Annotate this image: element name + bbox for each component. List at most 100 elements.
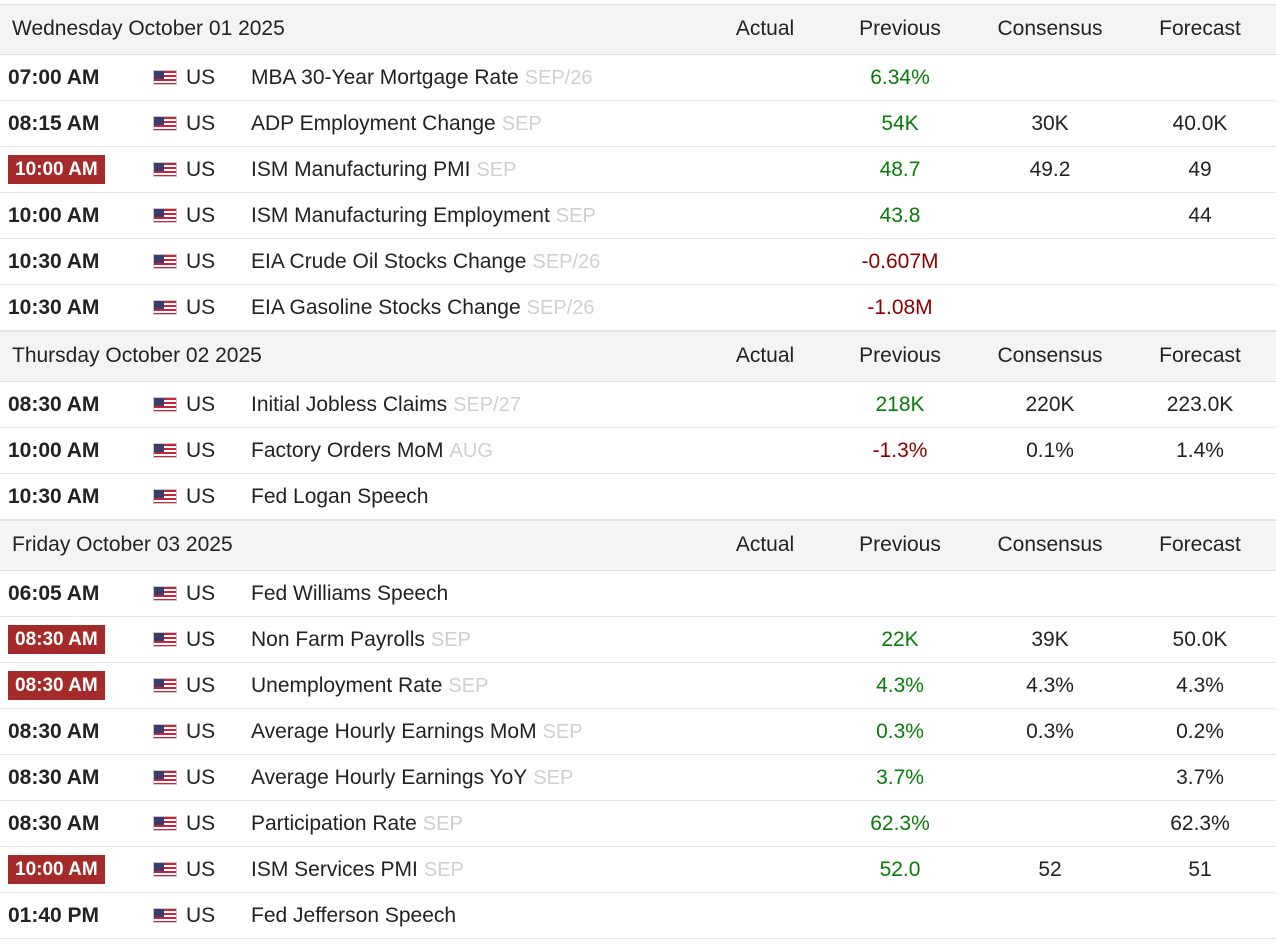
event-title[interactable]: Fed Logan Speech	[251, 485, 429, 508]
event-forecast: 51	[1188, 858, 1212, 881]
event-row[interactable]: 08:30 AM US Average Hourly Earnings MoM S…	[0, 709, 1276, 755]
event-title-link[interactable]: Factory Orders MoM AUG	[251, 428, 493, 473]
event-time: 08:30 AM	[8, 766, 100, 789]
event-row[interactable]: 08:30 AM US Participation Rate SEP 62.3% …	[0, 801, 1276, 847]
column-header-actual[interactable]: Actual	[735, 17, 795, 40]
event-title[interactable]: ADP Employment Change	[251, 112, 496, 135]
column-header-actual[interactable]: Actual	[735, 344, 795, 367]
event-title[interactable]: EIA Crude Oil Stocks Change	[251, 250, 527, 273]
event-reference-period: SEP	[476, 159, 517, 181]
event-title[interactable]: Fed Jefferson Speech	[251, 904, 457, 927]
event-time-high-impact: 08:30 AM	[8, 671, 105, 700]
column-header-actual[interactable]: Actual	[735, 533, 795, 556]
event-title-link[interactable]: Fed Logan Speech	[251, 474, 434, 519]
event-title-link[interactable]: Participation Rate SEP	[251, 801, 463, 846]
day-header: Friday October 03 2025 Actual Previous C…	[0, 520, 1276, 571]
us-flag-icon	[153, 208, 177, 223]
event-forecast: 3.7%	[1176, 766, 1224, 789]
flag-canton	[154, 909, 164, 917]
event-title[interactable]: Initial Jobless Claims	[251, 393, 448, 416]
column-header-previous[interactable]: Previous	[859, 17, 941, 40]
event-title-link[interactable]: Average Hourly Earnings MoM SEP	[251, 709, 583, 754]
event-title[interactable]: Average Hourly Earnings YoY	[251, 766, 528, 789]
event-previous	[830, 571, 970, 616]
event-title-link[interactable]: Non Farm Payrolls SEP	[251, 617, 471, 662]
flag-canton	[154, 301, 164, 309]
event-country: US	[186, 582, 216, 605]
event-title[interactable]: Unemployment Rate	[251, 674, 443, 697]
event-actual	[715, 617, 815, 662]
event-row[interactable]: 08:30 AM US Non Farm Payrolls SEP 22K 39K…	[0, 617, 1276, 663]
event-row[interactable]: 08:30 AM US Initial Jobless Claims SEP/27…	[0, 382, 1276, 428]
event-actual	[715, 193, 815, 238]
event-forecast: 49	[1188, 158, 1212, 181]
event-title[interactable]: ISM Manufacturing Employment	[251, 204, 550, 227]
flag-canton	[154, 771, 164, 779]
event-forecast: 50.0K	[1172, 628, 1228, 651]
column-header-consensus[interactable]: Consensus	[997, 17, 1103, 40]
event-row[interactable]: 07:00 AM US MBA 30-Year Mortgage Rate SEP…	[0, 55, 1276, 101]
event-title-link[interactable]: ISM Services PMI SEP	[251, 847, 464, 892]
column-header-forecast[interactable]: Forecast	[1159, 344, 1241, 367]
event-time: 08:30 AM	[8, 812, 100, 835]
event-title-link[interactable]: Unemployment Rate SEP	[251, 663, 488, 708]
event-title-link[interactable]: MBA 30-Year Mortgage Rate SEP/26	[251, 55, 593, 100]
event-row[interactable]: 10:30 AM US EIA Gasoline Stocks Change SE…	[0, 285, 1276, 331]
column-header-previous[interactable]: Previous	[859, 533, 941, 556]
event-title-link[interactable]: ISM Manufacturing Employment SEP	[251, 193, 596, 238]
event-forecast: 62.3%	[1170, 812, 1230, 835]
event-row[interactable]: 08:30 AM US Average Hourly Earnings YoY S…	[0, 755, 1276, 801]
event-title[interactable]: Average Hourly Earnings MoM	[251, 720, 537, 743]
day-date: Thursday October 02 2025	[12, 344, 262, 367]
event-title-link[interactable]: Average Hourly Earnings YoY SEP	[251, 755, 573, 800]
event-title[interactable]: ISM Manufacturing PMI	[251, 158, 471, 181]
event-row[interactable]: 10:00 AM US Factory Orders MoM AUG -1.3% …	[0, 428, 1276, 474]
event-title[interactable]: Fed Williams Speech	[251, 582, 449, 605]
event-consensus: 0.1%	[1026, 439, 1074, 462]
event-actual	[715, 382, 815, 427]
event-forecast: 0.2%	[1176, 720, 1224, 743]
event-title-link[interactable]: Fed Jefferson Speech	[251, 893, 462, 938]
column-header-forecast[interactable]: Forecast	[1159, 533, 1241, 556]
event-actual	[715, 147, 815, 192]
event-title-link[interactable]: Initial Jobless Claims SEP/27	[251, 382, 521, 427]
event-consensus	[980, 755, 1120, 800]
event-title-link[interactable]: EIA Crude Oil Stocks Change SEP/26	[251, 239, 600, 284]
event-forecast	[1130, 285, 1270, 330]
event-actual	[715, 893, 815, 938]
event-row[interactable]: 10:00 AM US ISM Services PMI SEP 52.0 52 …	[0, 847, 1276, 893]
us-flag-icon	[153, 162, 177, 177]
event-row[interactable]: 10:00 AM US ISM Manufacturing Employment…	[0, 193, 1276, 239]
event-time-high-impact: 10:00 AM	[8, 855, 105, 884]
event-title[interactable]: Factory Orders MoM	[251, 439, 444, 462]
event-row[interactable]: 06:05 AM US Fed Williams Speech	[0, 571, 1276, 617]
flag-canton	[154, 633, 164, 641]
event-title-link[interactable]: ADP Employment Change SEP	[251, 101, 542, 146]
event-title[interactable]: Participation Rate	[251, 812, 417, 835]
column-header-consensus[interactable]: Consensus	[997, 533, 1103, 556]
column-header-consensus[interactable]: Consensus	[997, 344, 1103, 367]
column-header-previous[interactable]: Previous	[859, 344, 941, 367]
event-forecast	[1130, 571, 1270, 616]
event-title[interactable]: EIA Gasoline Stocks Change	[251, 296, 521, 319]
event-country: US	[186, 296, 216, 319]
event-row[interactable]: 08:15 AM US ADP Employment Change SEP 54K…	[0, 101, 1276, 147]
us-flag-icon	[153, 586, 177, 601]
event-country: US	[186, 858, 216, 881]
column-header-forecast[interactable]: Forecast	[1159, 17, 1241, 40]
event-row[interactable]: 01:40 PM US Fed Jefferson Speech	[0, 893, 1276, 939]
day-date: Friday October 03 2025	[12, 533, 233, 556]
event-row[interactable]: 08:30 AM US Unemployment Rate SEP 4.3% 4.…	[0, 663, 1276, 709]
event-title-link[interactable]: Fed Williams Speech	[251, 571, 454, 616]
event-title-link[interactable]: ISM Manufacturing PMI SEP	[251, 147, 516, 192]
event-title[interactable]: MBA 30-Year Mortgage Rate	[251, 66, 519, 89]
event-title[interactable]: Non Farm Payrolls	[251, 628, 425, 651]
event-row[interactable]: 10:30 AM US Fed Logan Speech	[0, 474, 1276, 520]
event-time: 08:30 AM	[8, 720, 100, 743]
event-previous	[830, 893, 970, 938]
event-row[interactable]: 10:30 AM US EIA Crude Oil Stocks Change S…	[0, 239, 1276, 285]
event-title[interactable]: ISM Services PMI	[251, 858, 418, 881]
us-flag-icon	[153, 816, 177, 831]
event-row[interactable]: 10:00 AM US ISM Manufacturing PMI SEP 48.…	[0, 147, 1276, 193]
event-title-link[interactable]: EIA Gasoline Stocks Change SEP/26	[251, 285, 595, 330]
